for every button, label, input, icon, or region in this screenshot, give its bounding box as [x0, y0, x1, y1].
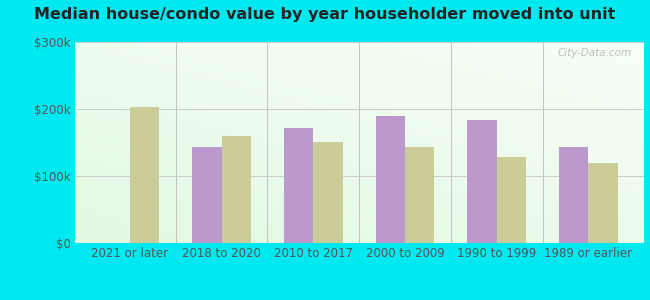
Bar: [376, 116, 405, 243]
Bar: [222, 136, 251, 243]
Bar: [130, 107, 159, 243]
Text: City-Data.com: City-Data.com: [558, 48, 632, 58]
Bar: [497, 157, 526, 243]
Bar: [192, 147, 222, 243]
Bar: [467, 120, 497, 243]
Bar: [559, 147, 588, 243]
Bar: [588, 163, 618, 243]
Bar: [284, 128, 313, 243]
Bar: [405, 147, 434, 243]
Bar: [313, 142, 343, 243]
Text: Median house/condo value by year householder moved into unit: Median house/condo value by year househo…: [34, 8, 616, 22]
